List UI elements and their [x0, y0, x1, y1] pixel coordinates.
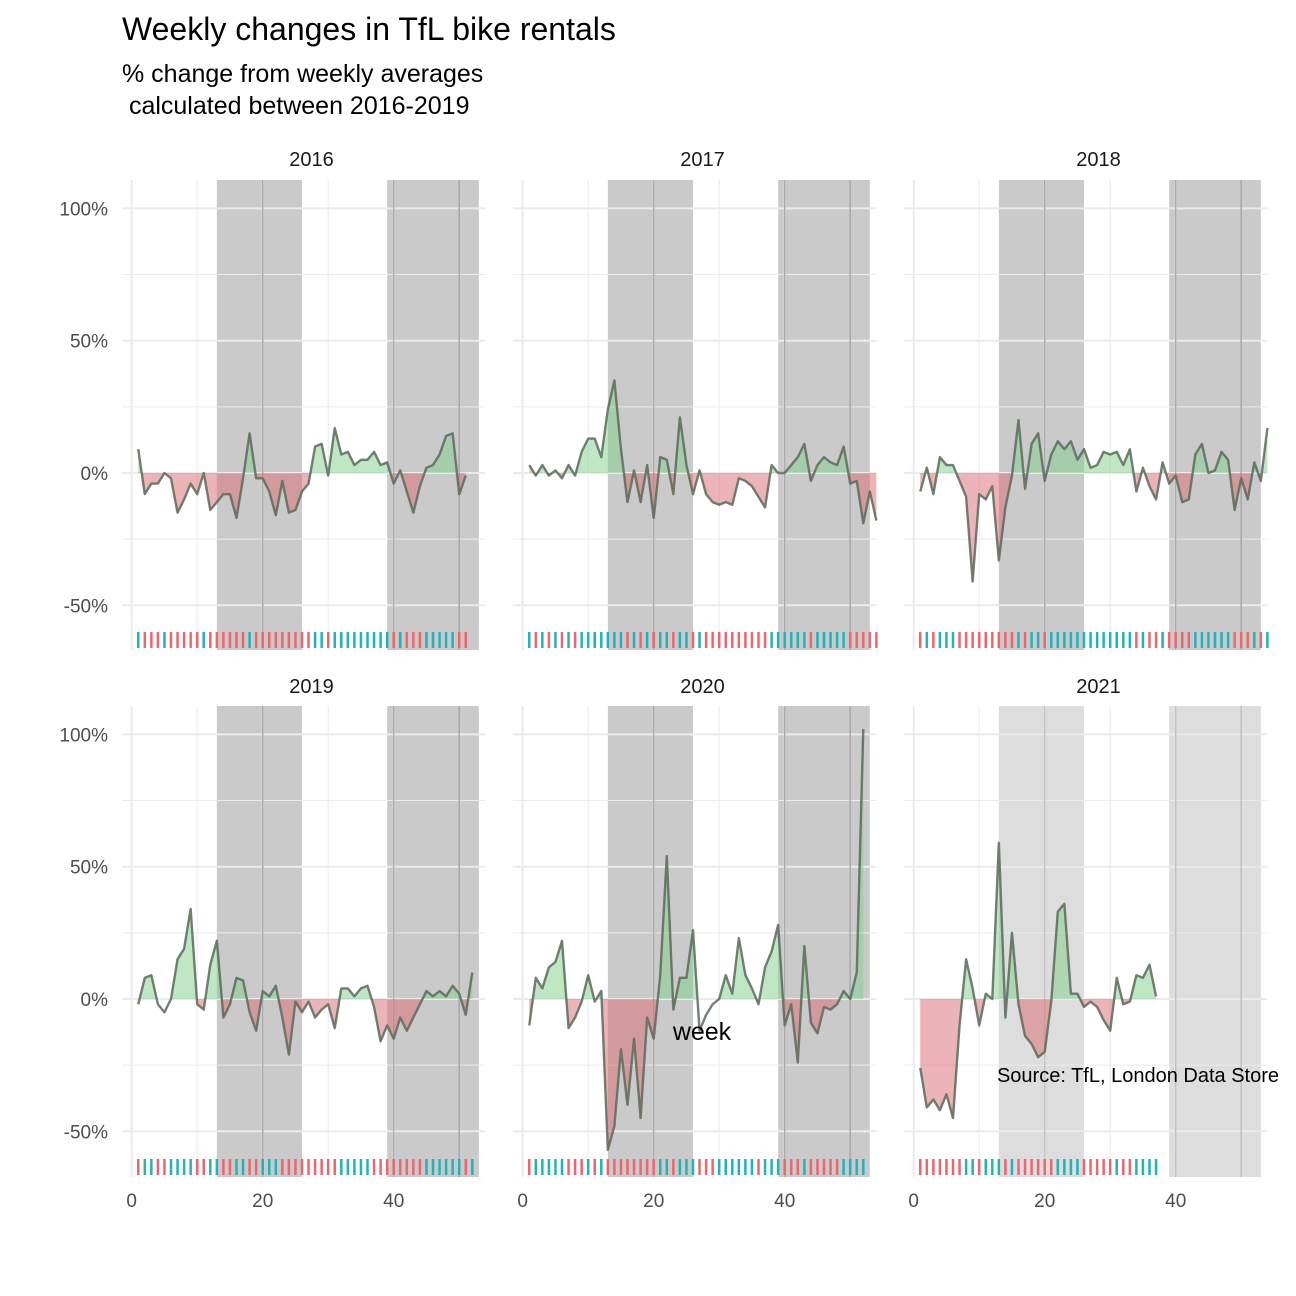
- chart-subtitle-line2: calculated between 2016-2019: [122, 92, 470, 120]
- facet-panel-2021: 2021 0 20 40: [904, 676, 1268, 1212]
- positive-area: [328, 428, 391, 473]
- positive-area: [759, 924, 783, 999]
- x-tick-label: 40: [774, 1191, 795, 1212]
- shaded-band: [216, 706, 302, 1177]
- y-tick-label: 100%: [59, 725, 108, 746]
- positive-area: [1130, 964, 1157, 999]
- facet-label: 2017: [680, 149, 725, 171]
- shaded-band: [607, 706, 693, 1177]
- positive-area: [814, 446, 849, 473]
- positive-area: [575, 380, 624, 473]
- y-tick-label: 50%: [70, 858, 108, 879]
- facet-panels: 2016 -50% 0% 50% 100% 2017 2018 2019 -50% 0% 50% 10…: [59, 149, 1269, 1212]
- positive-area: [839, 729, 864, 999]
- shaded-band: [216, 180, 302, 650]
- facet-label: 2019: [289, 676, 334, 698]
- x-tick-label: 0: [908, 1191, 919, 1212]
- chart-caption: Source: TfL, London Data Store: [997, 1065, 1279, 1087]
- negative-area: [401, 473, 425, 513]
- shaded-band: [387, 180, 479, 650]
- positive-area: [243, 433, 256, 473]
- positive-area: [1012, 420, 1024, 473]
- negative-area: [566, 999, 583, 1029]
- y-tick-label: 100%: [59, 199, 108, 220]
- x-tick-label: 20: [1034, 1191, 1055, 1212]
- x-tick-label: 20: [643, 1191, 664, 1212]
- negative-area: [246, 999, 262, 1031]
- facet-panel-2018: 2018: [904, 149, 1269, 650]
- y-tick-label: -50%: [64, 596, 108, 617]
- shaded-band: [387, 706, 479, 1177]
- chart-title: Weekly changes in TfL bike rentals: [122, 11, 616, 47]
- negative-area: [141, 473, 244, 518]
- positive-area: [1006, 932, 1019, 999]
- negative-area: [634, 473, 646, 503]
- negative-area: [1018, 999, 1052, 1058]
- shaded-band: [1169, 706, 1261, 1177]
- shaded-band: [778, 180, 870, 650]
- series-line: [919, 418, 1269, 583]
- negative-area: [648, 473, 659, 518]
- series-line: [528, 379, 878, 525]
- facet-label: 2020: [680, 676, 725, 698]
- facet-panel-2019: 2019 -50% 0% 50% 100% 0 20 40: [59, 676, 486, 1212]
- shaded-band: [778, 706, 870, 1177]
- positive-area: [675, 930, 698, 999]
- facet-label: 2021: [1076, 676, 1121, 698]
- x-axis-title: week: [672, 1018, 732, 1046]
- facet-panel-2020: 2020 0 20 40: [513, 676, 877, 1212]
- negative-area: [920, 999, 963, 1119]
- shaded-band: [998, 180, 1084, 650]
- shaded-band: [607, 180, 693, 650]
- series-line: [137, 907, 474, 1056]
- positive-area: [171, 909, 197, 999]
- y-tick-label: 0%: [81, 990, 109, 1011]
- x-tick-label: 40: [383, 1191, 404, 1212]
- positive-area: [532, 940, 567, 999]
- facet-label: 2016: [289, 149, 334, 171]
- shaded-band: [1169, 180, 1261, 650]
- x-tick-label: 20: [252, 1191, 273, 1212]
- negative-area: [956, 473, 1013, 582]
- facet-panel-2016: 2016 -50% 0% 50% 100%: [59, 149, 486, 650]
- positive-area: [1051, 903, 1081, 999]
- positive-area: [582, 975, 595, 999]
- facet-panel-2017: 2017: [513, 149, 878, 650]
- series-line: [528, 729, 865, 1152]
- facet-label: 2018: [1076, 149, 1121, 171]
- negative-area: [1080, 999, 1115, 1031]
- y-tick-label: 50%: [70, 332, 108, 353]
- positive-area: [1192, 443, 1230, 473]
- x-tick-label: 40: [1165, 1191, 1186, 1212]
- positive-area: [770, 443, 810, 473]
- positive-area: [1027, 433, 1044, 473]
- series-line: [137, 426, 467, 520]
- chart-subtitle-line1: % change from weekly averages: [122, 60, 483, 88]
- y-tick-label: 0%: [81, 464, 109, 485]
- series-line: [919, 841, 1158, 1120]
- y-tick-label: -50%: [64, 1122, 108, 1143]
- x-tick-label: 0: [126, 1191, 137, 1212]
- negative-area: [848, 473, 877, 524]
- positive-area: [1046, 441, 1134, 473]
- x-tick-label: 0: [517, 1191, 528, 1212]
